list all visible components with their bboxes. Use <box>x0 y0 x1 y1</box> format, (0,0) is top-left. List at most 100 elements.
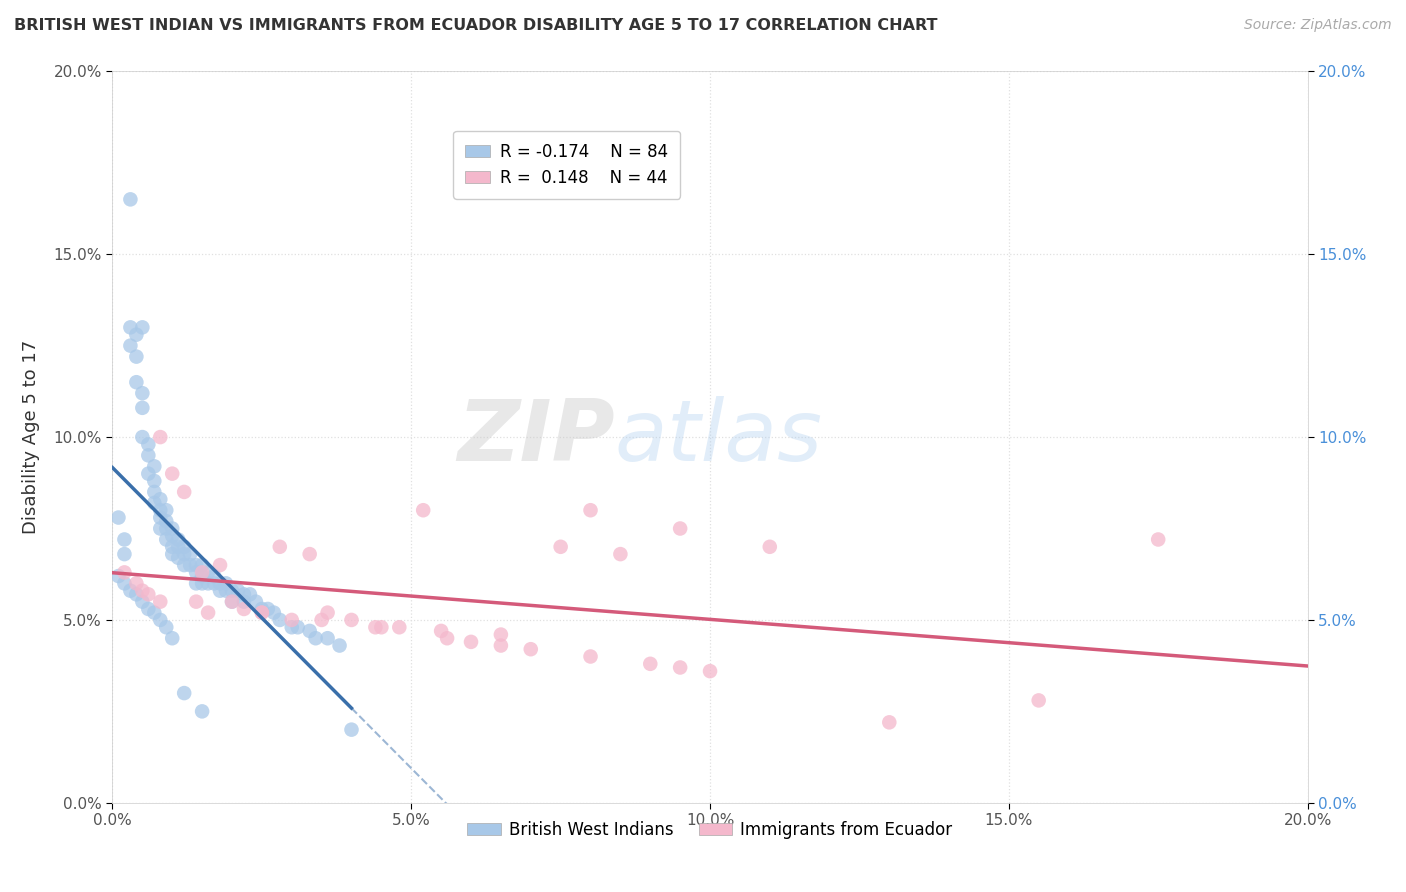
Point <box>340 723 363 737</box>
Point <box>329 639 352 653</box>
Point <box>669 521 692 535</box>
Point <box>186 576 208 591</box>
Point <box>281 620 304 634</box>
Point <box>197 566 219 580</box>
Point <box>298 624 321 638</box>
Point <box>191 705 214 719</box>
Point <box>879 715 901 730</box>
Point <box>388 620 411 634</box>
Point <box>173 547 195 561</box>
Point <box>120 583 142 598</box>
Point <box>162 540 183 554</box>
Point <box>412 503 434 517</box>
Point <box>131 430 153 444</box>
Point <box>263 606 285 620</box>
Point <box>233 587 256 601</box>
Point <box>138 602 160 616</box>
Point <box>221 594 243 608</box>
Point <box>131 386 153 401</box>
Point <box>143 474 166 488</box>
Point <box>143 459 166 474</box>
Point <box>191 576 214 591</box>
Point <box>209 583 232 598</box>
Point <box>149 521 172 535</box>
Point <box>215 583 238 598</box>
Point <box>226 583 249 598</box>
Point <box>1147 533 1170 547</box>
Point <box>143 496 166 510</box>
Point <box>489 627 512 641</box>
Point <box>173 686 195 700</box>
Point <box>197 576 219 591</box>
Point <box>340 613 363 627</box>
Point <box>669 660 692 674</box>
Point <box>699 664 721 678</box>
Point <box>579 649 602 664</box>
Point <box>233 594 256 608</box>
Point <box>167 533 190 547</box>
Point <box>131 401 153 415</box>
Point <box>215 576 238 591</box>
Point <box>107 510 129 524</box>
Point <box>250 606 273 620</box>
Point <box>257 602 280 616</box>
Point <box>179 558 201 573</box>
Point <box>316 632 339 646</box>
Point <box>250 602 273 616</box>
Point <box>162 632 183 646</box>
Point <box>120 320 142 334</box>
Point <box>138 587 160 601</box>
Point <box>114 547 135 561</box>
Text: atlas: atlas <box>614 395 823 479</box>
Point <box>640 657 662 671</box>
Point <box>120 338 142 352</box>
Point <box>125 576 148 591</box>
Point <box>155 503 177 517</box>
Point <box>364 620 387 634</box>
Point <box>550 540 572 554</box>
Point <box>191 569 214 583</box>
Point <box>155 521 177 535</box>
Point <box>759 540 782 554</box>
Point <box>173 485 195 500</box>
Point <box>209 576 232 591</box>
Point <box>143 606 166 620</box>
Point <box>114 576 135 591</box>
Point <box>287 620 309 634</box>
Point <box>221 583 243 598</box>
Point <box>197 606 219 620</box>
Point <box>149 613 172 627</box>
Point <box>125 587 148 601</box>
Point <box>186 566 208 580</box>
Point <box>162 547 183 561</box>
Legend: British West Indians, Immigrants from Ecuador: British West Indians, Immigrants from Ec… <box>461 814 959 846</box>
Point <box>173 558 195 573</box>
Point <box>298 547 321 561</box>
Point <box>167 550 190 565</box>
Point <box>436 632 458 646</box>
Y-axis label: Disability Age 5 to 17: Disability Age 5 to 17 <box>22 340 39 534</box>
Point <box>1028 693 1050 707</box>
Point <box>162 521 183 535</box>
Point <box>131 594 153 608</box>
Point <box>167 540 190 554</box>
Point <box>202 576 225 591</box>
Point <box>209 558 232 573</box>
Point <box>370 620 392 634</box>
Point <box>143 485 166 500</box>
Point <box>114 566 135 580</box>
Point <box>311 613 333 627</box>
Point <box>233 602 256 616</box>
Point <box>162 529 183 543</box>
Point <box>269 540 291 554</box>
Point <box>155 514 177 528</box>
Point <box>460 635 482 649</box>
Point <box>186 594 208 608</box>
Point <box>191 566 214 580</box>
Point <box>131 320 153 334</box>
Point <box>239 587 262 601</box>
Point <box>125 327 148 342</box>
Point <box>149 503 172 517</box>
Point <box>489 639 512 653</box>
Point <box>173 540 195 554</box>
